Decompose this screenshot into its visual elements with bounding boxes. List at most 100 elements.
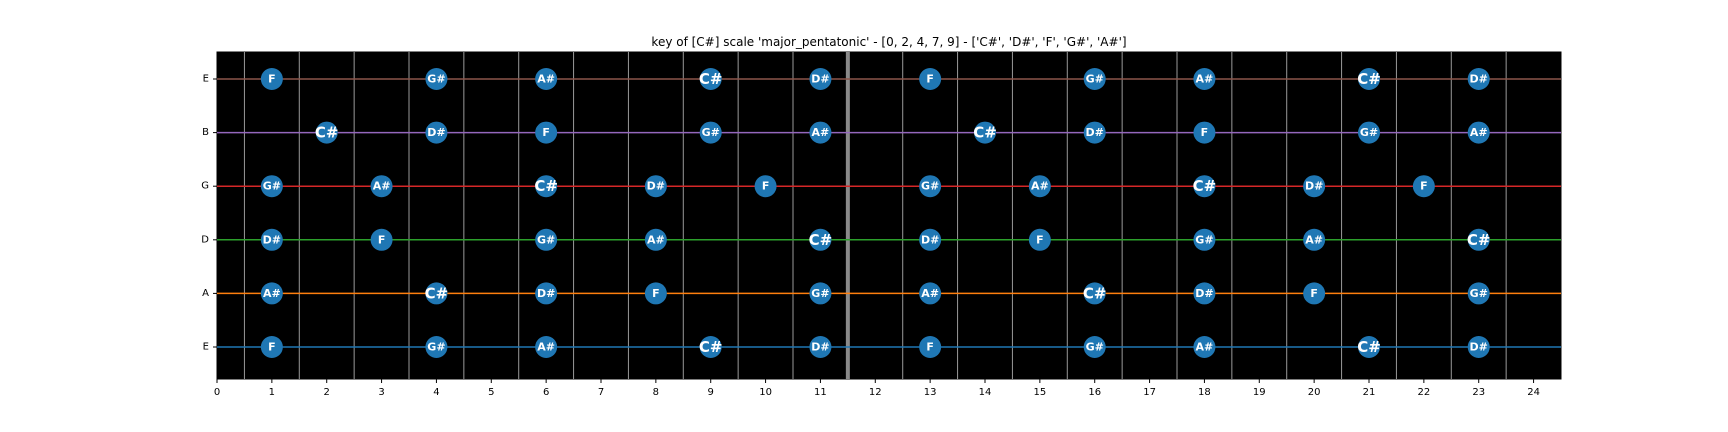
note-label: F bbox=[268, 73, 276, 86]
note-label: A# bbox=[1031, 180, 1049, 193]
note-label: A# bbox=[537, 73, 555, 86]
note-label: A# bbox=[647, 233, 665, 246]
note-label: C# bbox=[1357, 338, 1381, 356]
note-label: A# bbox=[1470, 126, 1488, 139]
x-tick-label: 2 bbox=[324, 387, 330, 398]
note-label: D# bbox=[537, 287, 555, 300]
x-tick-label: 12 bbox=[869, 387, 882, 398]
note-label: C# bbox=[1083, 284, 1107, 302]
note-label: A# bbox=[921, 287, 939, 300]
x-tick-label: 6 bbox=[543, 387, 549, 398]
note-label: D# bbox=[921, 233, 939, 246]
note-dot bbox=[1083, 68, 1106, 90]
note-marker: C# bbox=[1083, 282, 1107, 305]
note-marker: F bbox=[919, 336, 942, 358]
note-dot bbox=[1412, 175, 1435, 198]
note-marker: A# bbox=[260, 282, 283, 305]
note-marker: A# bbox=[1467, 121, 1490, 144]
note-dot bbox=[260, 228, 283, 251]
x-tick-label: 4 bbox=[433, 387, 439, 398]
note-label: A# bbox=[373, 180, 391, 193]
note-marker: F bbox=[370, 228, 393, 251]
note-label: C# bbox=[425, 284, 449, 302]
note-label: G# bbox=[1086, 341, 1104, 354]
note-dot bbox=[1358, 68, 1380, 90]
note-label: D# bbox=[263, 233, 281, 246]
note-marker: F bbox=[535, 121, 558, 144]
x-tick-label: 21 bbox=[1363, 387, 1376, 398]
y-tick-label: A bbox=[202, 288, 209, 299]
note-label: F bbox=[926, 341, 934, 354]
note-label: C# bbox=[699, 70, 723, 88]
x-tick-label: 18 bbox=[1198, 387, 1211, 398]
note-label: D# bbox=[811, 341, 829, 354]
x-tick-label: 10 bbox=[759, 387, 772, 398]
note-dot bbox=[370, 228, 393, 251]
note-dot bbox=[260, 175, 283, 198]
note-marker: D# bbox=[260, 228, 283, 251]
note-label: C# bbox=[973, 124, 997, 142]
note-marker: F bbox=[1028, 228, 1051, 251]
note-dot bbox=[754, 175, 777, 198]
note-marker: A# bbox=[370, 175, 393, 198]
note-dot bbox=[644, 175, 667, 198]
note-label: G# bbox=[1470, 287, 1488, 300]
note-marker: A# bbox=[535, 336, 558, 358]
note-dot bbox=[535, 336, 558, 358]
x-tick-label: 20 bbox=[1308, 387, 1321, 398]
note-label: G# bbox=[427, 341, 445, 354]
y-tick-label: G bbox=[201, 181, 209, 192]
note-marker: D# bbox=[809, 68, 832, 90]
note-label: A# bbox=[537, 341, 555, 354]
note-dot bbox=[1467, 282, 1490, 305]
note-label: G# bbox=[427, 73, 445, 86]
note-label: A# bbox=[1196, 73, 1214, 86]
note-marker: G# bbox=[260, 175, 283, 198]
note-marker: G# bbox=[1358, 121, 1380, 144]
note-label: G# bbox=[263, 180, 281, 193]
note-dot bbox=[1193, 68, 1216, 90]
note-marker: A# bbox=[644, 228, 667, 251]
note-dot bbox=[1467, 121, 1490, 144]
note-label: A# bbox=[1305, 233, 1323, 246]
note-dot bbox=[1467, 336, 1490, 358]
note-dot bbox=[809, 282, 832, 305]
note-dot bbox=[425, 336, 448, 358]
note-marker: D# bbox=[1467, 336, 1490, 358]
note-label: C# bbox=[1467, 231, 1491, 249]
note-dot bbox=[919, 282, 942, 305]
note-label: C# bbox=[1193, 177, 1217, 195]
note-dot bbox=[535, 228, 558, 251]
note-dot bbox=[260, 68, 283, 90]
note-marker: D# bbox=[1193, 282, 1216, 305]
y-tick-label: E bbox=[203, 342, 209, 353]
x-tick-label: 8 bbox=[653, 387, 659, 398]
note-marker: A# bbox=[919, 282, 942, 305]
note-label: D# bbox=[811, 73, 829, 86]
note-marker: D# bbox=[1083, 121, 1106, 144]
note-label: D# bbox=[1305, 180, 1323, 193]
y-axis-ticks: E A D G B E bbox=[201, 74, 217, 353]
note-marker: A# bbox=[809, 121, 832, 144]
note-marker: F bbox=[1193, 121, 1216, 144]
note-label: G# bbox=[537, 233, 555, 246]
note-marker: D# bbox=[1303, 175, 1326, 198]
note-dot bbox=[919, 175, 942, 198]
note-dot bbox=[260, 282, 283, 305]
note-marker: C# bbox=[809, 228, 832, 251]
x-tick-label: 16 bbox=[1088, 387, 1101, 398]
note-label: D# bbox=[427, 126, 445, 139]
note-dot bbox=[1358, 121, 1380, 144]
note-marker: A# bbox=[1303, 228, 1326, 251]
note-dot bbox=[1028, 228, 1051, 251]
note-marker: G# bbox=[1193, 228, 1216, 251]
note-label: G# bbox=[921, 180, 939, 193]
note-dot bbox=[535, 68, 558, 90]
plot-area bbox=[216, 51, 1562, 380]
note-dot bbox=[699, 121, 722, 144]
note-label: A# bbox=[812, 126, 830, 139]
note-marker: C# bbox=[973, 121, 997, 144]
note-label: F bbox=[762, 180, 770, 193]
note-marker: C# bbox=[1357, 68, 1381, 90]
note-marker: C# bbox=[534, 175, 558, 198]
